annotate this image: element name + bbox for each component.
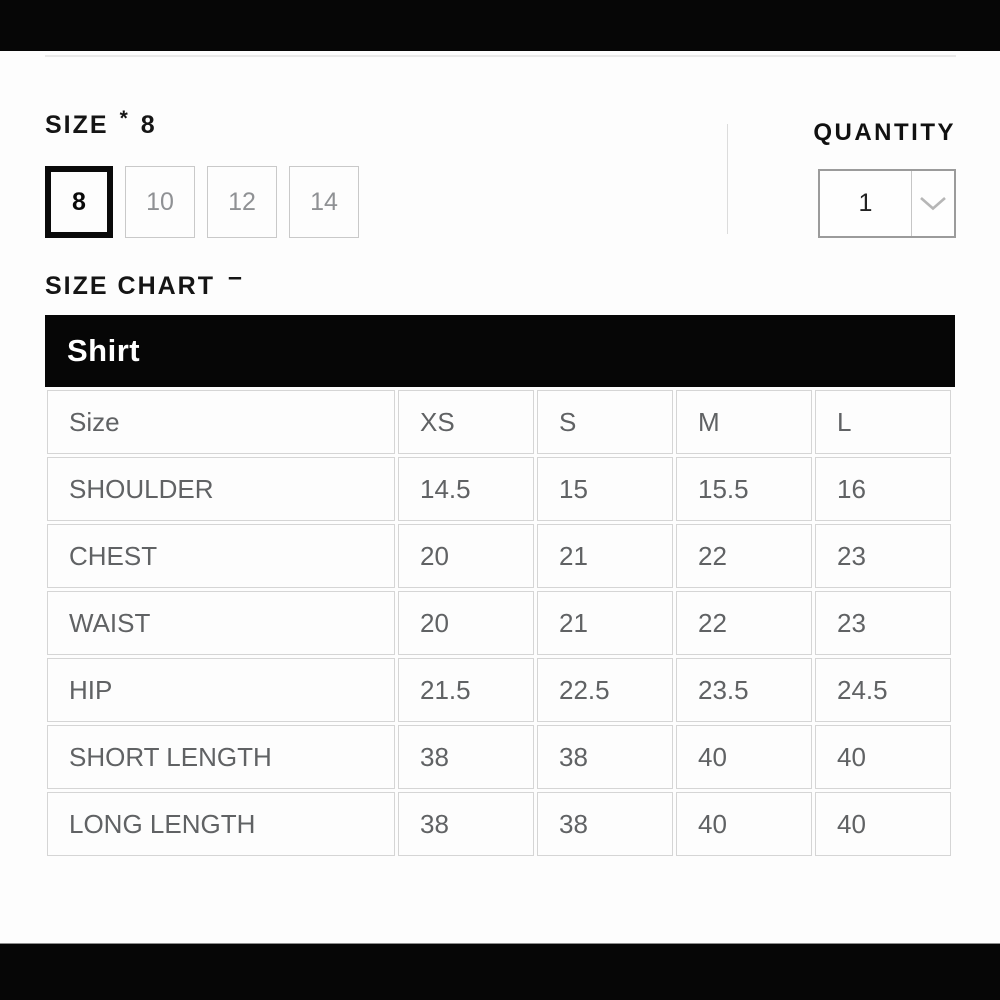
- size-chart: Shirt Size XS S M L SHOULDER 14.5 15 15.5 16 CHES…: [45, 315, 955, 859]
- value-cell: 38: [537, 725, 673, 789]
- size-option-14[interactable]: 14: [289, 166, 359, 238]
- size-options: 8 10 12 14: [45, 166, 956, 238]
- value-cell: 22: [676, 591, 812, 655]
- quantity-label: QUANTITY: [813, 119, 956, 146]
- column-header-cell: Size: [47, 390, 395, 454]
- value-cell: 40: [676, 792, 812, 856]
- value-cell: 21.5: [398, 658, 534, 722]
- value-cell: 20: [398, 591, 534, 655]
- size-label: SIZE * 8: [45, 106, 956, 138]
- value-cell: 40: [815, 725, 951, 789]
- value-cell: 38: [537, 792, 673, 856]
- value-cell: 15: [537, 457, 673, 521]
- size-option-8[interactable]: 8: [45, 166, 113, 238]
- chevron-down-icon: [912, 171, 954, 236]
- value-cell: 14.5: [398, 457, 534, 521]
- value-cell: 40: [815, 792, 951, 856]
- quantity-value: 1: [858, 189, 873, 217]
- required-asterisk: *: [119, 107, 128, 130]
- column-header-cell: M: [676, 390, 812, 454]
- collapse-minus-icon: –: [228, 263, 242, 291]
- value-cell: 21: [537, 524, 673, 588]
- size-selector-section: SIZE * 8 8 10 12 14: [45, 106, 956, 238]
- selected-size-value: 8: [140, 111, 155, 139]
- row-label-cell: SHOULDER: [47, 457, 395, 521]
- table-row: SHORT LENGTH 38 38 40 40: [47, 725, 951, 789]
- value-cell: 40: [676, 725, 812, 789]
- value-cell: 20: [398, 524, 534, 588]
- size-table-body: Size XS S M L SHOULDER 14.5 15 15.5 16 CHEST 20 21 2…: [47, 390, 951, 856]
- size-table-header-row: Size XS S M L: [47, 390, 951, 454]
- dropdown-divider: [911, 171, 912, 236]
- size-chart-table: Size XS S M L SHOULDER 14.5 15 15.5 16 CHEST 20 21 2…: [44, 387, 954, 859]
- value-cell: 23: [815, 591, 951, 655]
- size-chart-toggle[interactable]: SIZE CHART –: [45, 263, 242, 301]
- table-row: SHOULDER 14.5 15 15.5 16: [47, 457, 951, 521]
- size-label-text: SIZE: [45, 111, 109, 139]
- value-cell: 16: [815, 457, 951, 521]
- value-cell: 23.5: [676, 658, 812, 722]
- column-header-cell: L: [815, 390, 951, 454]
- value-cell: 38: [398, 725, 534, 789]
- value-cell: 15.5: [676, 457, 812, 521]
- quantity-section: QUANTITY 1: [813, 120, 956, 238]
- column-header-cell: XS: [398, 390, 534, 454]
- size-chart-label-text: SIZE CHART: [45, 272, 215, 300]
- bottom-footer-bar: [0, 943, 1000, 1000]
- column-header-cell: S: [537, 390, 673, 454]
- table-row: CHEST 20 21 22 23: [47, 524, 951, 588]
- value-cell: 22: [676, 524, 812, 588]
- value-cell: 24.5: [815, 658, 951, 722]
- purchase-controls-row: SIZE * 8 8 10 12 14 QUANTITY 1: [45, 106, 956, 238]
- table-row: WAIST 20 21 22 23: [47, 591, 951, 655]
- size-option-12[interactable]: 12: [207, 166, 277, 238]
- size-option-10[interactable]: 10: [125, 166, 195, 238]
- section-divider-line: [727, 124, 728, 234]
- row-label-cell: WAIST: [47, 591, 395, 655]
- table-row: HIP 21.5 22.5 23.5 24.5: [47, 658, 951, 722]
- table-row: LONG LENGTH 38 38 40 40: [47, 792, 951, 856]
- row-label-cell: HIP: [47, 658, 395, 722]
- size-chart-table-title: Shirt: [45, 315, 955, 387]
- top-header-bar: [0, 0, 1000, 51]
- quantity-dropdown[interactable]: 1: [818, 169, 956, 238]
- row-label-cell: LONG LENGTH: [47, 792, 395, 856]
- value-cell: 23: [815, 524, 951, 588]
- row-label-cell: SHORT LENGTH: [47, 725, 395, 789]
- value-cell: 21: [537, 591, 673, 655]
- header-divider-line: [45, 55, 956, 57]
- row-label-cell: CHEST: [47, 524, 395, 588]
- value-cell: 38: [398, 792, 534, 856]
- value-cell: 22.5: [537, 658, 673, 722]
